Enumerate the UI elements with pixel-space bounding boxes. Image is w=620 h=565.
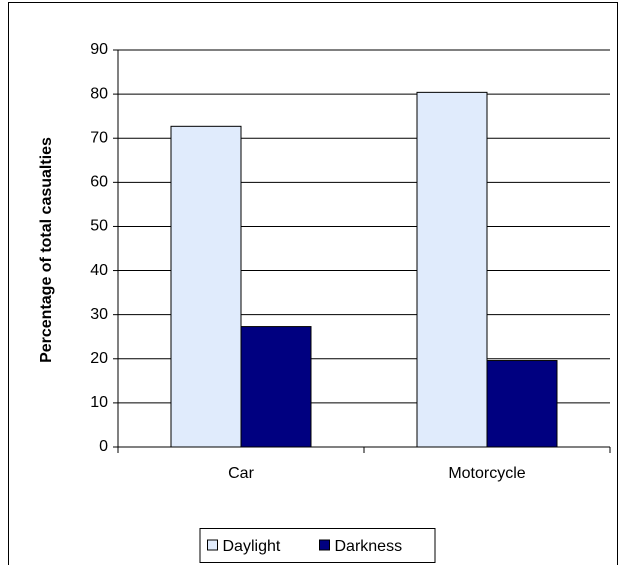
y-tick-label: 0: [99, 438, 108, 455]
y-tick-label: 40: [90, 262, 108, 279]
x-tick-label: Motorcycle: [448, 465, 525, 482]
x-tick-label: Car: [228, 465, 254, 482]
y-tick-label: 30: [90, 306, 108, 323]
legend-box: [199, 528, 436, 563]
y-axis-title: Percentage of total casualties: [38, 137, 55, 363]
legend-label: Daylight: [223, 538, 281, 555]
y-tick-label: 20: [90, 350, 108, 367]
y-tick-label: 60: [90, 174, 108, 191]
legend-swatch: [207, 539, 218, 551]
y-tick-label: 90: [90, 41, 108, 58]
y-tick-label: 70: [90, 129, 108, 146]
legend-swatch: [319, 539, 330, 551]
y-tick-label: 50: [90, 218, 108, 235]
bar: [240, 326, 312, 448]
y-tick-label: 10: [90, 394, 108, 411]
bar: [416, 91, 488, 448]
chart-frame: [8, 2, 618, 565]
y-tick-label: 80: [90, 85, 108, 102]
bar: [486, 360, 558, 448]
legend-label: Darkness: [335, 538, 403, 555]
bar: [170, 125, 242, 448]
